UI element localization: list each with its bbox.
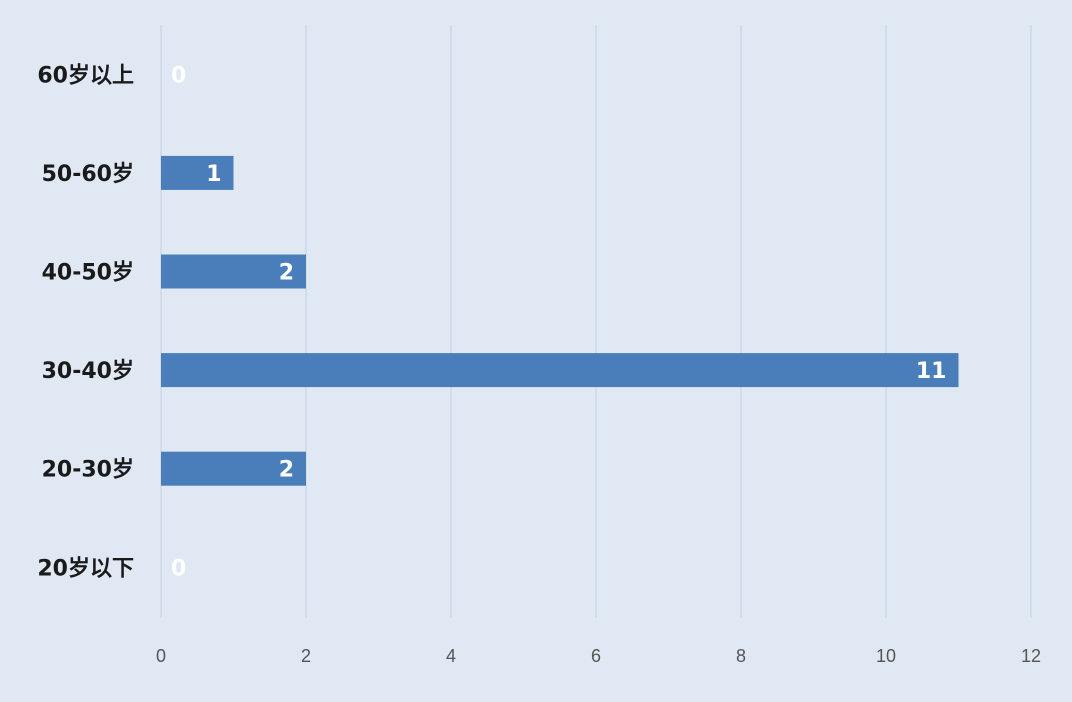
x-tick-label: 6 (591, 646, 601, 666)
x-tick-label: 4 (446, 646, 456, 666)
category-label: 20岁以下 (37, 555, 134, 581)
category-label: 20-30岁 (42, 457, 134, 483)
x-tick-labels: 0 2 4 6 8 10 12 (156, 646, 1041, 666)
category-label: 50-60岁 (42, 161, 134, 187)
category-label: 40-50岁 (42, 260, 134, 286)
data-label: 2 (279, 458, 294, 483)
data-label: 2 (279, 261, 294, 286)
category-label: 60岁以上 (37, 62, 134, 88)
category-labels: 60岁以上 50-60岁 40-50岁 30-40岁 20-30岁 20岁以下 (37, 62, 134, 581)
bar (161, 353, 959, 388)
x-tick-label: 10 (876, 646, 896, 666)
grid-lines (160, 25, 1032, 618)
data-label: 1 (206, 162, 221, 187)
category-label: 30-40岁 (42, 358, 134, 384)
x-tick-label: 12 (1021, 646, 1041, 666)
bar (161, 254, 306, 289)
x-tick-label: 0 (156, 646, 166, 666)
bars (161, 155, 959, 486)
data-label: 11 (916, 359, 947, 384)
x-tick-label: 2 (301, 646, 311, 666)
bar (161, 451, 306, 486)
data-label: 0 (171, 556, 186, 581)
bar (161, 155, 234, 190)
data-label: 0 (171, 63, 186, 88)
x-tick-label: 8 (736, 646, 746, 666)
